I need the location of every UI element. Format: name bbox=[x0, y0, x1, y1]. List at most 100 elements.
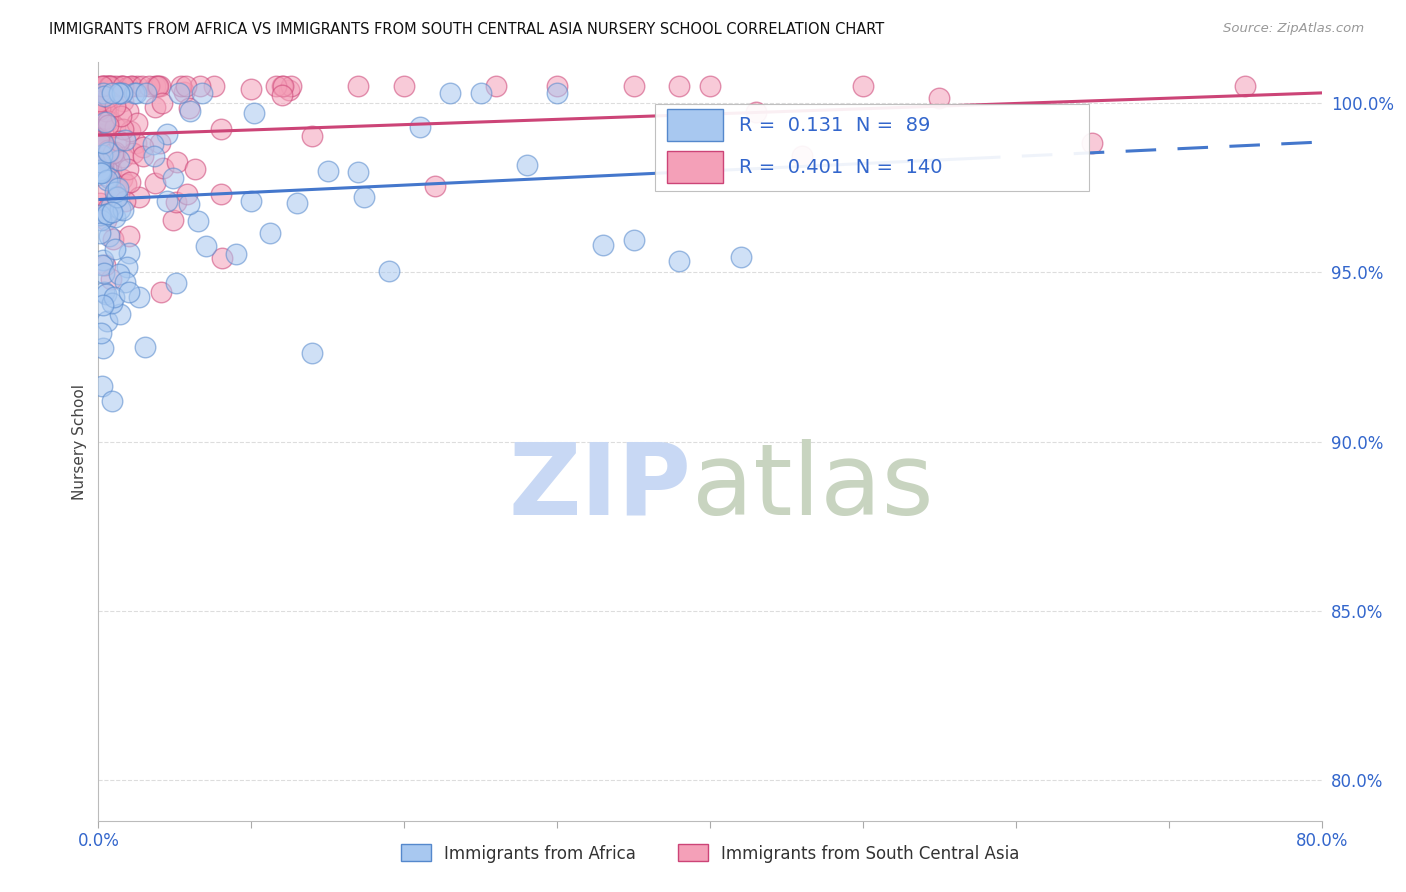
Text: atlas: atlas bbox=[692, 439, 934, 535]
Point bbox=[125, 116, 148, 130]
Point bbox=[142, 137, 165, 152]
Point bbox=[132, 140, 155, 154]
Point bbox=[111, 150, 134, 164]
Point bbox=[103, 231, 125, 245]
Point bbox=[97, 79, 120, 94]
Point bbox=[121, 79, 143, 94]
Point bbox=[97, 145, 120, 160]
Point bbox=[105, 188, 128, 202]
Point bbox=[91, 341, 114, 355]
Point bbox=[97, 111, 120, 125]
Text: R =  0.401  N =  140: R = 0.401 N = 140 bbox=[740, 158, 943, 177]
Point bbox=[97, 113, 120, 128]
Point bbox=[97, 145, 120, 159]
Point bbox=[98, 201, 121, 215]
Point bbox=[90, 139, 112, 153]
Point bbox=[928, 91, 950, 105]
Point bbox=[114, 177, 136, 191]
Point bbox=[117, 285, 139, 299]
Point bbox=[114, 275, 136, 289]
Point bbox=[110, 79, 132, 94]
Point bbox=[127, 79, 149, 94]
Point bbox=[93, 266, 115, 280]
Point bbox=[96, 100, 118, 114]
Point bbox=[173, 85, 195, 99]
Point bbox=[112, 79, 135, 94]
Point bbox=[135, 86, 157, 100]
Point bbox=[132, 149, 155, 163]
Point bbox=[353, 190, 375, 204]
Point bbox=[118, 175, 141, 189]
Point bbox=[439, 86, 461, 100]
Point bbox=[96, 206, 118, 220]
Point bbox=[93, 112, 115, 127]
Point bbox=[100, 83, 122, 97]
Point bbox=[97, 229, 120, 244]
Legend: Immigrants from Africa, Immigrants from South Central Asia: Immigrants from Africa, Immigrants from … bbox=[394, 838, 1026, 869]
Point bbox=[96, 287, 118, 301]
Point bbox=[188, 79, 211, 94]
Point bbox=[668, 254, 690, 268]
Point bbox=[90, 166, 112, 180]
Point bbox=[240, 81, 263, 95]
Point bbox=[165, 194, 187, 209]
Point bbox=[101, 86, 124, 100]
Point bbox=[107, 86, 129, 100]
Point bbox=[162, 170, 184, 185]
Point bbox=[108, 86, 131, 100]
Point bbox=[186, 213, 208, 227]
Point bbox=[166, 155, 188, 169]
Point bbox=[93, 285, 115, 299]
Point bbox=[89, 131, 111, 145]
Point bbox=[149, 285, 172, 300]
Point bbox=[225, 247, 247, 261]
Text: R =  0.131  N =  89: R = 0.131 N = 89 bbox=[740, 116, 931, 135]
Point bbox=[285, 196, 308, 211]
Point bbox=[378, 264, 401, 278]
Point bbox=[264, 79, 287, 94]
Point bbox=[90, 112, 112, 126]
Point bbox=[470, 86, 492, 100]
Point bbox=[91, 148, 114, 162]
Point bbox=[96, 98, 118, 112]
Point bbox=[152, 95, 174, 110]
Point bbox=[104, 98, 127, 112]
Point bbox=[101, 394, 124, 409]
Point bbox=[146, 79, 169, 94]
Point bbox=[730, 250, 752, 264]
Point bbox=[280, 79, 302, 94]
Point bbox=[270, 88, 292, 103]
Point bbox=[91, 298, 114, 312]
Point bbox=[162, 213, 184, 227]
Point bbox=[91, 379, 114, 393]
Text: ZIP: ZIP bbox=[509, 439, 692, 535]
Point bbox=[165, 276, 187, 290]
Y-axis label: Nursery School: Nursery School bbox=[72, 384, 87, 500]
Point bbox=[117, 104, 139, 119]
Point bbox=[90, 135, 112, 149]
Point bbox=[128, 190, 150, 204]
Point bbox=[107, 181, 129, 195]
Point bbox=[91, 252, 114, 267]
Point bbox=[148, 79, 170, 94]
Point bbox=[97, 158, 120, 172]
Point bbox=[105, 179, 128, 194]
Point bbox=[211, 251, 233, 265]
Point bbox=[98, 79, 121, 94]
Point bbox=[97, 86, 120, 100]
Point bbox=[93, 79, 115, 94]
Point bbox=[90, 259, 112, 273]
Point bbox=[546, 86, 568, 100]
Point bbox=[179, 103, 201, 118]
Point bbox=[134, 340, 156, 354]
Point bbox=[100, 163, 122, 178]
Point bbox=[91, 151, 114, 165]
Point bbox=[97, 90, 120, 104]
Point bbox=[177, 197, 200, 211]
Point bbox=[98, 92, 121, 106]
Point bbox=[202, 79, 225, 94]
Point bbox=[176, 187, 198, 202]
Point bbox=[301, 346, 323, 360]
Point bbox=[89, 82, 111, 96]
Point bbox=[108, 135, 131, 149]
